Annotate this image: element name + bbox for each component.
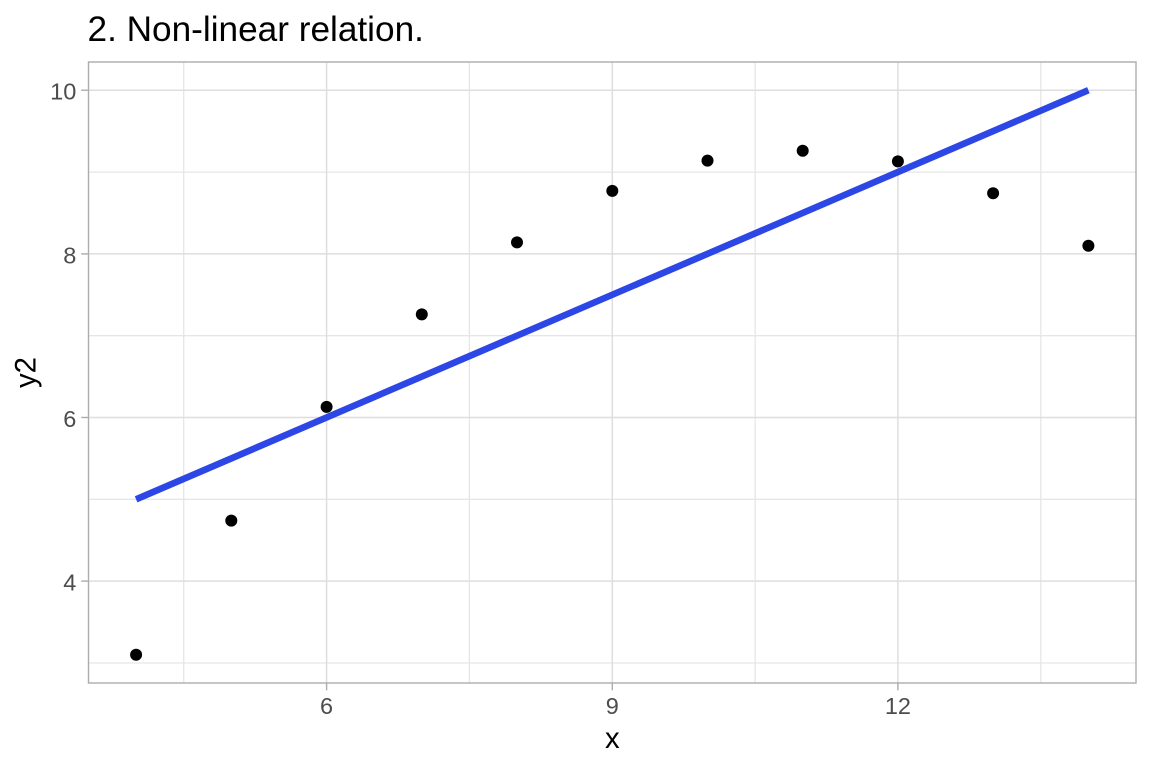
svg-text:10: 10 [50, 79, 76, 105]
svg-text:6: 6 [320, 693, 333, 719]
svg-text:8: 8 [63, 242, 76, 268]
svg-text:12: 12 [885, 693, 911, 719]
svg-text:6: 6 [63, 406, 76, 432]
svg-text:9: 9 [606, 693, 619, 719]
svg-text:x: x [605, 722, 620, 755]
svg-text:y2: y2 [9, 357, 42, 388]
svg-text:2. Non-linear relation.: 2. Non-linear relation. [88, 10, 424, 49]
svg-text:4: 4 [63, 570, 76, 596]
